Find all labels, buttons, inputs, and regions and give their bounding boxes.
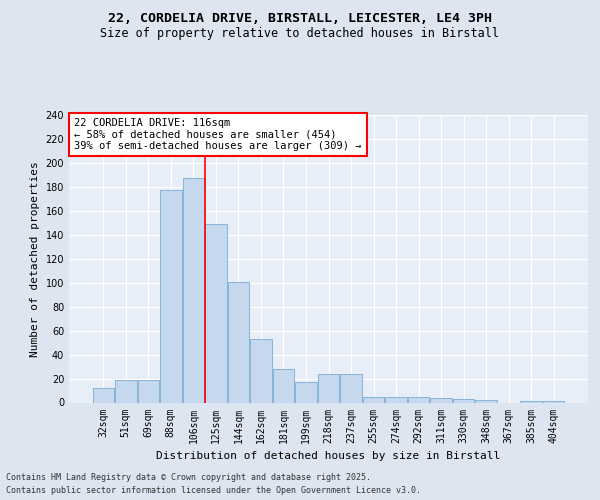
Bar (273, 369, 294, 402)
Y-axis label: Number of detached properties: Number of detached properties (30, 161, 40, 356)
Bar (385, 396, 407, 402)
Bar (408, 396, 429, 402)
Text: 22, CORDELIA DRIVE, BIRSTALL, LEICESTER, LE4 3PH: 22, CORDELIA DRIVE, BIRSTALL, LEICESTER,… (108, 12, 492, 26)
Bar (453, 399, 475, 402)
Bar (340, 374, 362, 402)
Text: Size of property relative to detached houses in Birstall: Size of property relative to detached ho… (101, 28, 499, 40)
Bar (475, 400, 497, 402)
Bar (115, 380, 137, 402)
Bar (137, 380, 159, 402)
Bar (430, 398, 452, 402)
Text: 22 CORDELIA DRIVE: 116sqm
← 58% of detached houses are smaller (454)
39% of semi: 22 CORDELIA DRIVE: 116sqm ← 58% of detac… (74, 118, 362, 151)
Bar (318, 374, 339, 402)
Bar (295, 382, 317, 402)
Text: Contains HM Land Registry data © Crown copyright and database right 2025.: Contains HM Land Registry data © Crown c… (6, 474, 371, 482)
Bar (228, 282, 249, 403)
Bar (182, 178, 204, 402)
Text: Contains public sector information licensed under the Open Government Licence v3: Contains public sector information licen… (6, 486, 421, 495)
X-axis label: Distribution of detached houses by size in Birstall: Distribution of detached houses by size … (157, 451, 500, 461)
Bar (92, 388, 114, 402)
Bar (363, 396, 384, 402)
Bar (205, 224, 227, 402)
Bar (250, 339, 272, 402)
Bar (160, 190, 182, 402)
